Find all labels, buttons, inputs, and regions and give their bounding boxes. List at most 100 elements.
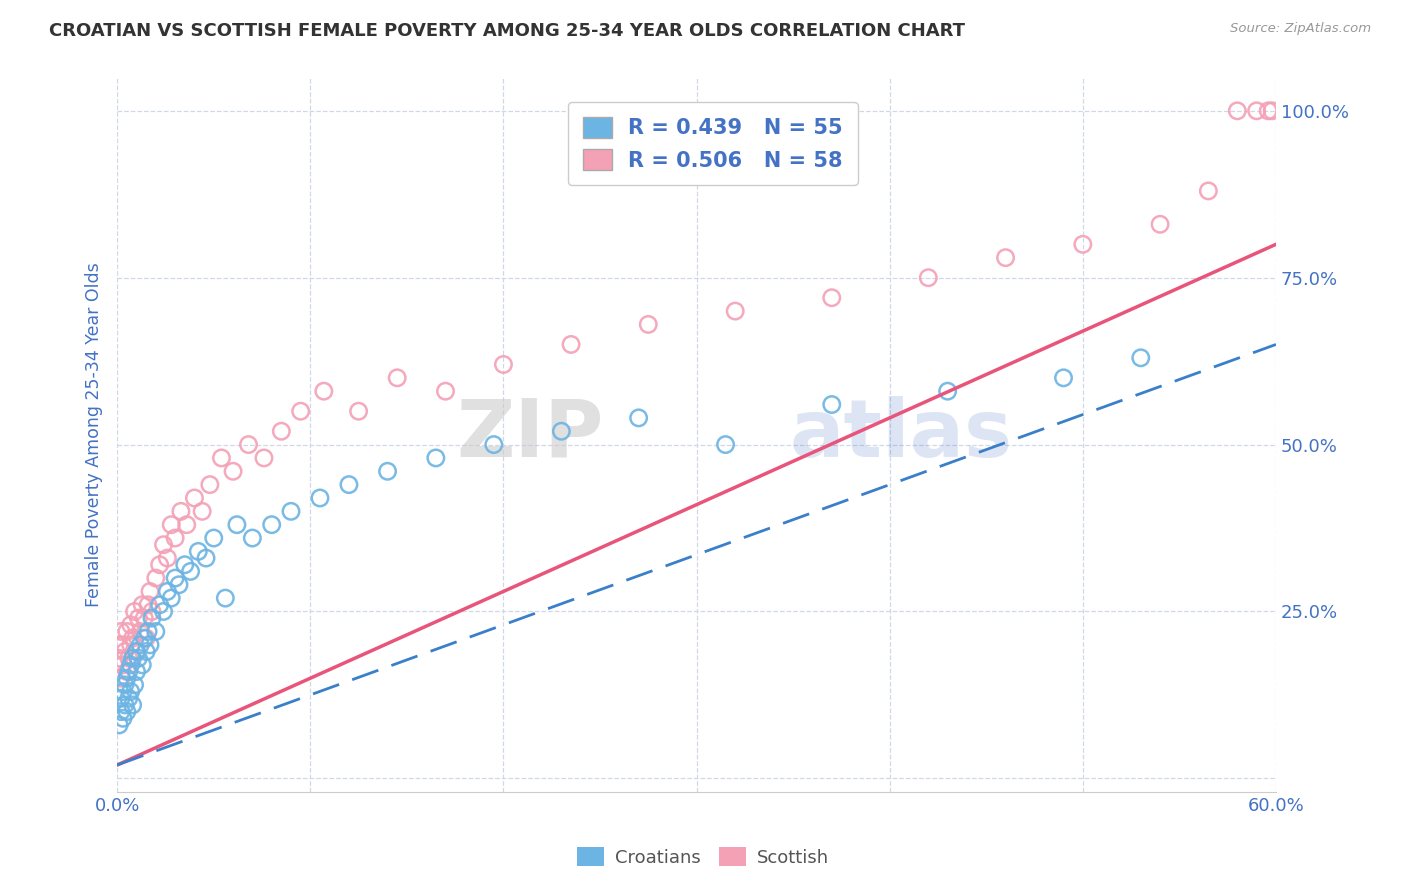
Text: atlas: atlas	[789, 395, 1012, 474]
Point	[111, 684, 134, 698]
Point	[127, 611, 149, 625]
Point	[482, 437, 505, 451]
Point	[290, 404, 312, 418]
Point	[917, 270, 939, 285]
Y-axis label: Female Poverty Among 25-34 Year Olds: Female Poverty Among 25-34 Year Olds	[86, 262, 103, 607]
Point	[165, 531, 187, 545]
Text: CROATIAN VS SCOTTISH FEMALE POVERTY AMONG 25-34 YEAR OLDS CORRELATION CHART: CROATIAN VS SCOTTISH FEMALE POVERTY AMON…	[49, 22, 965, 40]
Point	[1257, 103, 1279, 118]
Point	[139, 638, 162, 652]
Point	[1149, 217, 1171, 231]
Point	[108, 718, 131, 732]
Point	[994, 251, 1017, 265]
Point	[637, 318, 659, 332]
Point	[160, 517, 183, 532]
Point	[115, 624, 138, 639]
Point	[1071, 237, 1094, 252]
Point	[550, 424, 572, 438]
Point	[309, 491, 332, 505]
Point	[121, 651, 143, 665]
Point	[242, 531, 264, 545]
Point	[492, 358, 515, 372]
Point	[108, 651, 131, 665]
Point	[115, 665, 138, 679]
Point	[211, 450, 233, 465]
Point	[111, 657, 134, 672]
Point	[337, 477, 360, 491]
Point	[120, 657, 142, 672]
Point	[1129, 351, 1152, 365]
Point	[118, 665, 141, 679]
Point	[226, 517, 249, 532]
Point	[131, 657, 153, 672]
Point	[377, 464, 399, 478]
Point	[1261, 103, 1284, 118]
Point	[110, 624, 132, 639]
Point	[152, 604, 174, 618]
Point	[280, 504, 302, 518]
Point	[434, 384, 457, 399]
Point	[714, 437, 737, 451]
Point	[156, 584, 179, 599]
Point	[936, 384, 959, 399]
Point	[124, 678, 146, 692]
Point	[114, 644, 136, 658]
Point	[111, 638, 134, 652]
Point	[627, 410, 650, 425]
Point	[114, 678, 136, 692]
Point	[129, 638, 152, 652]
Point	[121, 698, 143, 712]
Point	[127, 651, 149, 665]
Point	[136, 598, 159, 612]
Point	[118, 691, 141, 706]
Point	[167, 578, 190, 592]
Point	[110, 705, 132, 719]
Point	[152, 538, 174, 552]
Point	[173, 558, 195, 572]
Point	[145, 571, 167, 585]
Point	[160, 591, 183, 606]
Point	[135, 631, 157, 645]
Text: ZIP: ZIP	[457, 395, 603, 474]
Point	[198, 477, 221, 491]
Point	[821, 398, 844, 412]
Point	[195, 551, 218, 566]
Point	[125, 644, 148, 658]
Point	[149, 558, 172, 572]
Point	[270, 424, 292, 438]
Point	[238, 437, 260, 451]
Point	[110, 691, 132, 706]
Point	[560, 337, 582, 351]
Point	[1197, 184, 1219, 198]
Point	[120, 617, 142, 632]
Text: Source: ZipAtlas.com: Source: ZipAtlas.com	[1230, 22, 1371, 36]
Legend: Croatians, Scottish: Croatians, Scottish	[569, 840, 837, 874]
Point	[425, 450, 447, 465]
Point	[202, 531, 225, 545]
Point	[114, 698, 136, 712]
Point	[120, 638, 142, 652]
Point	[134, 611, 156, 625]
Point	[347, 404, 370, 418]
Point	[115, 671, 138, 685]
Point	[191, 504, 214, 518]
Point	[170, 504, 193, 518]
Point	[129, 624, 152, 639]
Point	[125, 644, 148, 658]
Legend: R = 0.439   N = 55, R = 0.506   N = 58: R = 0.439 N = 55, R = 0.506 N = 58	[568, 103, 858, 186]
Point	[131, 598, 153, 612]
Point	[120, 684, 142, 698]
Point	[214, 591, 236, 606]
Point	[180, 565, 202, 579]
Point	[165, 571, 187, 585]
Point	[118, 651, 141, 665]
Point	[1226, 103, 1249, 118]
Point	[125, 665, 148, 679]
Point	[260, 517, 283, 532]
Point	[115, 705, 138, 719]
Point	[1052, 371, 1074, 385]
Point	[149, 598, 172, 612]
Point	[135, 644, 157, 658]
Point	[176, 517, 198, 532]
Point	[253, 450, 276, 465]
